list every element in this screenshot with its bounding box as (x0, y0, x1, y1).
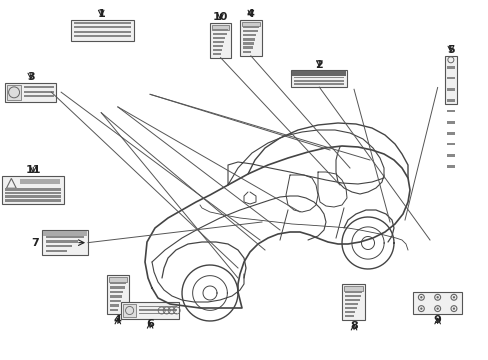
Bar (446, 121, 454, 124)
Text: 10: 10 (212, 12, 228, 22)
Bar (242, 30, 257, 32)
Bar (345, 303, 358, 305)
Bar (7, 85, 21, 100)
Bar (213, 33, 226, 35)
Bar (109, 282, 126, 284)
Bar (242, 51, 251, 53)
Bar (241, 22, 260, 26)
Bar (213, 29, 227, 31)
Bar (290, 70, 346, 87)
Text: 5: 5 (446, 45, 454, 55)
Bar (106, 275, 129, 314)
Text: 4: 4 (114, 315, 122, 325)
Bar (24, 91, 54, 93)
Bar (109, 304, 119, 307)
Bar (446, 143, 454, 145)
Bar (2, 176, 63, 204)
Bar (5, 195, 61, 198)
Bar (446, 99, 454, 102)
Bar (345, 291, 362, 293)
Bar (71, 20, 134, 41)
Bar (109, 300, 121, 302)
Text: 11: 11 (25, 165, 41, 175)
Bar (109, 309, 118, 311)
Bar (123, 305, 136, 316)
Bar (45, 249, 66, 252)
Text: 1: 1 (97, 9, 105, 19)
Bar (74, 31, 131, 32)
Bar (213, 37, 225, 39)
Bar (24, 86, 54, 88)
Bar (20, 179, 60, 184)
Bar (446, 132, 454, 135)
Bar (345, 294, 360, 297)
Bar (213, 41, 224, 43)
Bar (446, 77, 454, 79)
Bar (139, 309, 177, 311)
Text: 3: 3 (27, 72, 35, 82)
Bar (24, 95, 54, 97)
Text: 7: 7 (31, 238, 39, 248)
Bar (239, 20, 262, 56)
Bar (210, 23, 230, 58)
Bar (242, 42, 253, 45)
Bar (108, 278, 127, 282)
Bar (242, 46, 252, 49)
Bar (74, 26, 131, 28)
Circle shape (436, 307, 438, 310)
Bar (213, 49, 222, 51)
Circle shape (452, 296, 454, 298)
Bar (242, 26, 259, 28)
Bar (446, 110, 454, 112)
Bar (139, 312, 177, 314)
Bar (45, 240, 78, 243)
Circle shape (419, 296, 422, 298)
Bar (446, 66, 454, 69)
Bar (291, 71, 346, 76)
Circle shape (452, 307, 454, 310)
Bar (5, 192, 61, 194)
Bar (5, 199, 61, 202)
Text: 9: 9 (433, 315, 441, 325)
Bar (74, 35, 131, 37)
Bar (109, 287, 124, 289)
Circle shape (419, 307, 422, 310)
Bar (139, 306, 177, 307)
Bar (242, 34, 256, 36)
Bar (212, 26, 228, 30)
Text: 8: 8 (349, 321, 357, 331)
Bar (444, 56, 456, 104)
Bar (293, 77, 344, 78)
Bar (41, 230, 88, 255)
Bar (344, 287, 363, 291)
Bar (5, 188, 61, 191)
Bar (345, 299, 359, 301)
Bar (45, 236, 84, 238)
Bar (345, 311, 355, 313)
Bar (412, 292, 461, 314)
Bar (42, 231, 87, 236)
Bar (342, 284, 365, 320)
Circle shape (436, 296, 438, 298)
Bar (213, 45, 223, 47)
Bar (345, 307, 356, 309)
Bar (109, 295, 122, 298)
Bar (446, 165, 454, 168)
Bar (242, 38, 255, 41)
Bar (293, 80, 344, 82)
Bar (45, 245, 72, 247)
Bar (446, 88, 454, 91)
Bar (213, 53, 221, 55)
Text: 4: 4 (246, 9, 254, 19)
Bar (5, 83, 56, 102)
Bar (109, 291, 123, 293)
Bar (121, 302, 179, 319)
Text: 2: 2 (315, 60, 323, 70)
Text: 6: 6 (146, 319, 154, 329)
Bar (446, 154, 454, 157)
Bar (345, 315, 353, 318)
Bar (293, 84, 344, 85)
Bar (74, 22, 131, 24)
